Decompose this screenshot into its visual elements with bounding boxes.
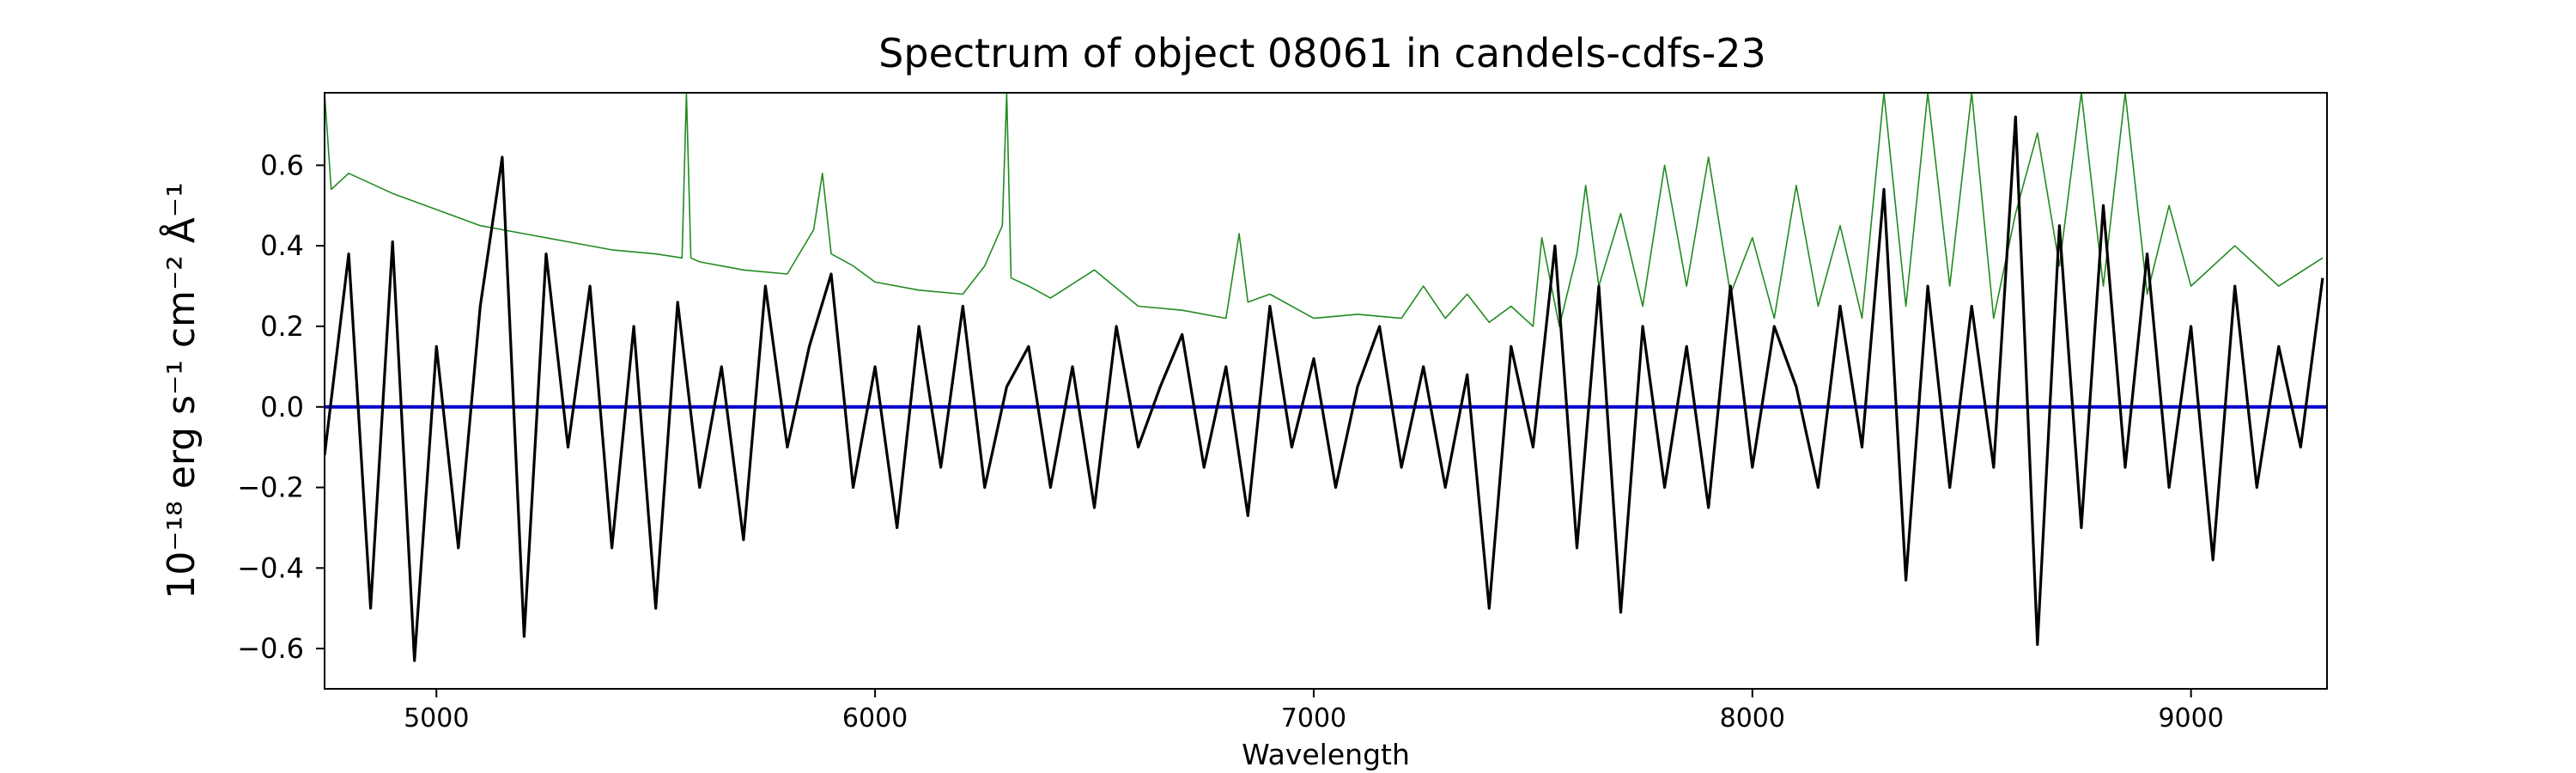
plot-frame — [324, 92, 2328, 690]
x-tick-label: 9000 — [2158, 703, 2223, 733]
y-tick-label: 0.0 — [260, 391, 304, 423]
x-tick-label: 7000 — [1281, 703, 1346, 733]
y-axis-label: 10⁻¹⁸ erg s⁻¹ cm⁻² Å⁻¹ — [158, 182, 204, 599]
y-tick-label: 0.2 — [260, 310, 304, 343]
chart-title: Spectrum of object 08061 in candels-cdfs… — [878, 30, 1766, 76]
y-axis: −0.6 −0.4 −0.2 0.0 0.2 0.4 0.6 — [237, 149, 325, 665]
x-axis-label: Wavelength — [1242, 738, 1410, 771]
flux-series-line — [325, 115, 2324, 662]
x-tick-label: 6000 — [842, 703, 908, 733]
y-tick-label: −0.4 — [237, 551, 304, 584]
y-tick-label: 0.6 — [260, 149, 304, 181]
plot-area — [325, 93, 2327, 662]
error-series-line — [325, 93, 2324, 327]
y-tick-label: −0.6 — [237, 632, 304, 665]
y-tick-label: 0.4 — [260, 229, 304, 262]
x-tick-label: 5000 — [404, 703, 469, 733]
x-tick-label: 8000 — [1720, 703, 1785, 733]
y-tick-label: −0.2 — [237, 472, 304, 504]
x-axis: 5000 6000 7000 8000 9000 — [404, 689, 2224, 733]
